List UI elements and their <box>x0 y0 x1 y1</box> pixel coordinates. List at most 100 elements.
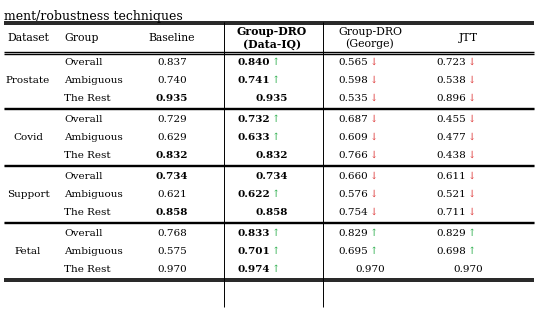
Text: 0.455: 0.455 <box>436 115 466 124</box>
Text: Ambiguous: Ambiguous <box>64 247 123 256</box>
Text: ↓: ↓ <box>370 58 378 67</box>
Text: 0.734: 0.734 <box>256 172 288 181</box>
Text: 0.575: 0.575 <box>157 247 187 256</box>
Text: 0.565: 0.565 <box>338 58 368 67</box>
Text: ↑: ↑ <box>370 229 378 238</box>
Text: 0.687: 0.687 <box>338 115 368 124</box>
Text: 0.622: 0.622 <box>237 190 270 199</box>
Text: ↑: ↑ <box>468 247 476 256</box>
Text: 0.598: 0.598 <box>338 76 368 85</box>
Text: 0.833: 0.833 <box>238 229 270 238</box>
Text: 0.576: 0.576 <box>338 190 368 199</box>
Text: 0.974: 0.974 <box>237 265 270 274</box>
Text: Overall: Overall <box>64 172 103 181</box>
Text: ↓: ↓ <box>468 190 476 199</box>
Text: 0.695: 0.695 <box>338 247 368 256</box>
Text: ↓: ↓ <box>468 133 476 142</box>
Text: ↓: ↓ <box>370 115 378 124</box>
Text: 0.621: 0.621 <box>157 190 187 199</box>
Text: ↑: ↑ <box>272 133 280 142</box>
Text: 0.970: 0.970 <box>355 265 385 274</box>
Text: JTT: JTT <box>458 33 478 43</box>
Text: 0.858: 0.858 <box>156 208 188 217</box>
Text: 0.970: 0.970 <box>157 265 187 274</box>
Text: ↑: ↑ <box>272 265 280 274</box>
Text: Dataset: Dataset <box>7 33 49 43</box>
Text: ↓: ↓ <box>370 208 378 217</box>
Text: Ambiguous: Ambiguous <box>64 190 123 199</box>
Text: 0.768: 0.768 <box>157 229 187 238</box>
Text: ↑: ↑ <box>468 229 476 238</box>
Text: 0.701: 0.701 <box>237 247 270 256</box>
Text: 0.723: 0.723 <box>436 58 466 67</box>
Text: 0.734: 0.734 <box>155 172 188 181</box>
Text: 0.740: 0.740 <box>157 76 187 85</box>
Text: 0.477: 0.477 <box>436 133 466 142</box>
Text: 0.896: 0.896 <box>436 94 466 103</box>
Text: 0.754: 0.754 <box>338 208 368 217</box>
Text: ↑: ↑ <box>370 247 378 256</box>
Text: 0.633: 0.633 <box>237 133 270 142</box>
Text: Baseline: Baseline <box>148 33 195 43</box>
Text: 0.858: 0.858 <box>256 208 288 217</box>
Text: 0.829: 0.829 <box>338 229 368 238</box>
Text: The Rest: The Rest <box>64 151 111 160</box>
Text: 0.766: 0.766 <box>338 151 368 160</box>
Text: ↑: ↑ <box>272 247 280 256</box>
Text: 0.829: 0.829 <box>436 229 466 238</box>
Text: 0.629: 0.629 <box>157 133 187 142</box>
Text: Prostate: Prostate <box>6 76 50 85</box>
Text: 0.535: 0.535 <box>338 94 368 103</box>
Text: ↓: ↓ <box>468 94 476 103</box>
Text: 0.732: 0.732 <box>237 115 270 124</box>
Text: ↓: ↓ <box>370 172 378 181</box>
Text: Group-DRO
(Data-IQ): Group-DRO (Data-IQ) <box>237 26 307 50</box>
Text: ↓: ↓ <box>468 208 476 217</box>
Text: The Rest: The Rest <box>64 265 111 274</box>
Text: Group-DRO
(George): Group-DRO (George) <box>338 27 402 49</box>
Text: ↑: ↑ <box>272 190 280 199</box>
Text: ↓: ↓ <box>370 151 378 160</box>
Text: 0.611: 0.611 <box>436 172 466 181</box>
Text: 0.840: 0.840 <box>237 58 270 67</box>
Text: 0.698: 0.698 <box>436 247 466 256</box>
Text: 0.832: 0.832 <box>155 151 188 160</box>
Text: ↓: ↓ <box>468 58 476 67</box>
Text: 0.741: 0.741 <box>237 76 270 85</box>
Text: 0.935: 0.935 <box>256 94 288 103</box>
Text: ↑: ↑ <box>272 115 280 124</box>
Text: 0.521: 0.521 <box>436 190 466 199</box>
Text: 0.711: 0.711 <box>436 208 466 217</box>
Text: ↓: ↓ <box>370 94 378 103</box>
Text: 0.837: 0.837 <box>157 58 187 67</box>
Text: ↓: ↓ <box>468 172 476 181</box>
Text: The Rest: The Rest <box>64 94 111 103</box>
Text: ↓: ↓ <box>370 190 378 199</box>
Text: Overall: Overall <box>64 58 103 67</box>
Text: Support: Support <box>6 190 49 199</box>
Text: ↓: ↓ <box>370 133 378 142</box>
Text: ↑: ↑ <box>272 58 280 67</box>
Text: 0.935: 0.935 <box>156 94 188 103</box>
Text: Covid: Covid <box>13 133 43 142</box>
Text: ment/robustness techniques: ment/robustness techniques <box>4 10 183 23</box>
Text: Group: Group <box>65 33 99 43</box>
Text: ↓: ↓ <box>468 115 476 124</box>
Text: ↓: ↓ <box>468 76 476 85</box>
Text: ↑: ↑ <box>272 76 280 85</box>
Text: 0.970: 0.970 <box>453 265 483 274</box>
Text: The Rest: The Rest <box>64 208 111 217</box>
Text: 0.660: 0.660 <box>338 172 368 181</box>
Text: 0.832: 0.832 <box>256 151 288 160</box>
Text: 0.438: 0.438 <box>436 151 466 160</box>
Text: Ambiguous: Ambiguous <box>64 76 123 85</box>
Text: ↓: ↓ <box>468 151 476 160</box>
Text: Ambiguous: Ambiguous <box>64 133 123 142</box>
Text: ↓: ↓ <box>370 76 378 85</box>
Text: Overall: Overall <box>64 115 103 124</box>
Text: 0.538: 0.538 <box>436 76 466 85</box>
Text: ↑: ↑ <box>272 229 280 238</box>
Text: Overall: Overall <box>64 229 103 238</box>
Text: 0.729: 0.729 <box>157 115 187 124</box>
Text: 0.609: 0.609 <box>338 133 368 142</box>
